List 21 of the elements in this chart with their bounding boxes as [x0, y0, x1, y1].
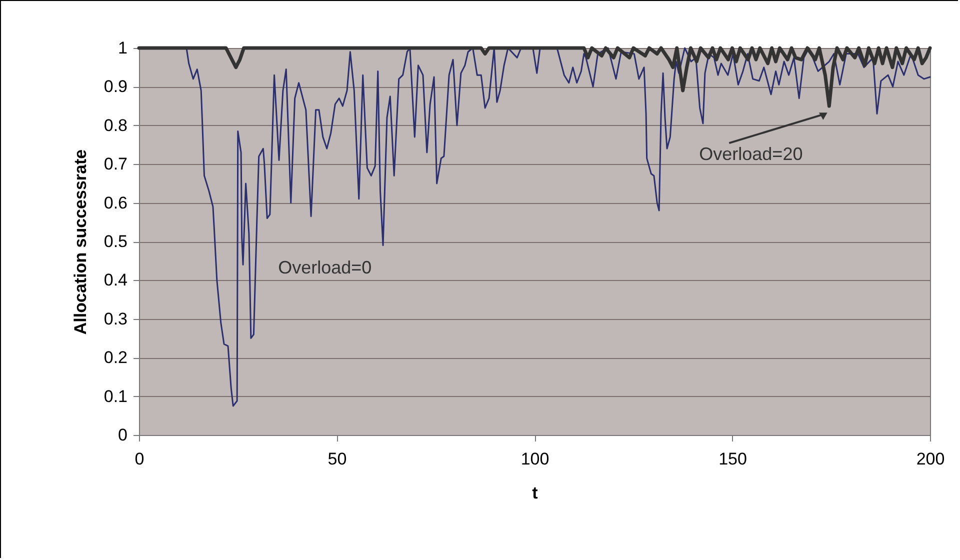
x-axis-title: t [532, 484, 538, 502]
x-tick-label: 100 [520, 450, 550, 468]
y-tick-label: 0.3 [104, 309, 128, 328]
x-tick-label: 0 [134, 450, 144, 468]
x-tick-label: 50 [328, 450, 347, 468]
x-tick-label: 200 [916, 450, 945, 468]
y-tick-label: 0.4 [104, 270, 128, 290]
line-series [137, 46, 932, 108]
y-tick-label: 0.5 [104, 232, 128, 251]
text: Overload=20 [699, 144, 803, 164]
x-tick-label: 150 [718, 450, 747, 468]
y-tick-label: 0.1 [104, 386, 128, 406]
y-tick-label: 0.6 [104, 193, 128, 212]
y-tick-label: 1 [118, 38, 128, 58]
y-tick-label: 0 [118, 426, 128, 444]
y-axis-title: Allocation successrate [70, 149, 90, 335]
y-tick-label: 0.8 [104, 116, 128, 135]
y-tick-label: 0.9 [104, 77, 128, 96]
y-tick-label: 0.2 [104, 348, 128, 368]
series-label: Overload=0 [278, 258, 372, 278]
y-tick-label: 0.7 [104, 154, 128, 174]
